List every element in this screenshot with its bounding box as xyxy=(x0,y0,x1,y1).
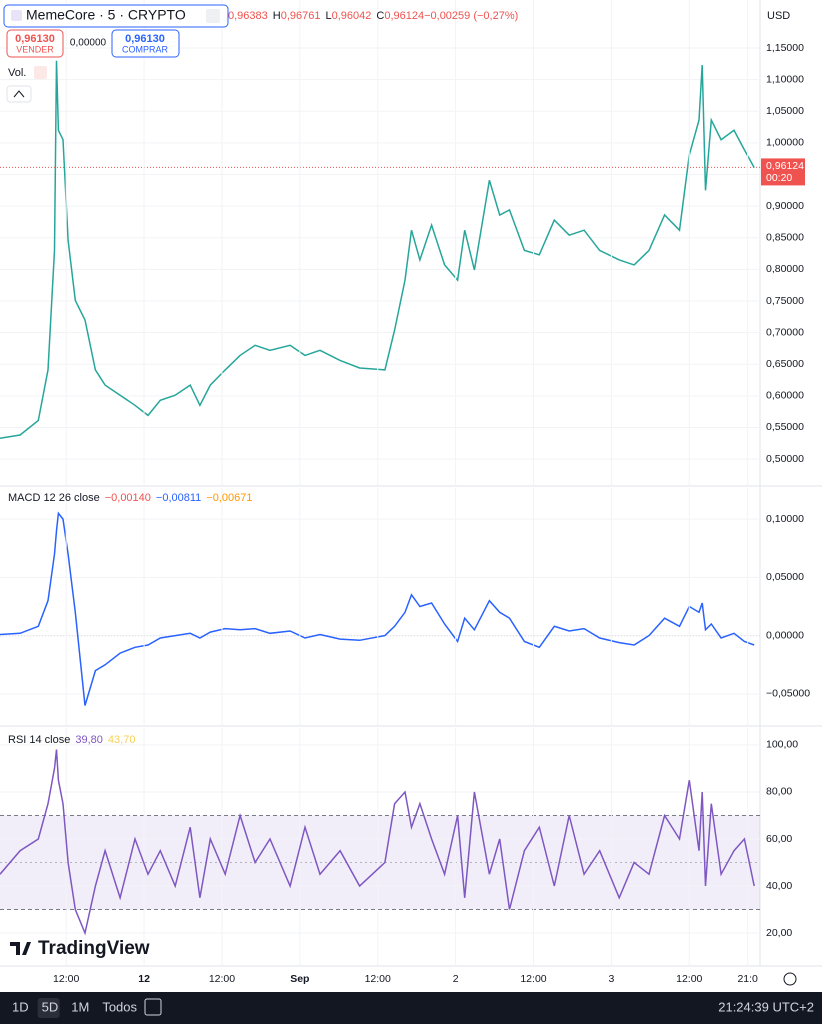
last-price-tag xyxy=(761,158,805,186)
indicator-title: RSI 14 close xyxy=(8,734,70,746)
indicator-value: −0,00811 xyxy=(156,492,201,504)
macd-legend: MACD 12 26 close −0,00140 −0,00811 −0,00671 xyxy=(8,492,252,504)
range-button[interactable]: 1M xyxy=(71,999,89,1014)
indicator-value: −0,00671 xyxy=(206,492,252,504)
indicator-value: −0,00140 xyxy=(105,492,151,504)
y-tick-label: 0,75000 xyxy=(766,295,804,307)
sell-price: 0,96130 xyxy=(15,33,55,45)
range-active xyxy=(37,998,60,1018)
y-tick-label: 0,80000 xyxy=(766,263,804,275)
series-line xyxy=(0,749,755,936)
x-tick-label: 3 xyxy=(608,973,614,985)
symbol-menu[interactable] xyxy=(206,9,220,23)
range-button[interactable]: 5D xyxy=(42,999,59,1014)
logo: TradingView xyxy=(38,938,150,959)
y-tick-label: 0,05000 xyxy=(766,571,804,583)
y-tick-label: 1,05000 xyxy=(766,105,804,117)
x-tick-label: 21:0 xyxy=(737,973,758,985)
series-line xyxy=(0,511,755,706)
ohlc-key: H xyxy=(273,10,281,22)
x-tick-label: 12 xyxy=(138,973,150,985)
ohlc-key: L xyxy=(325,10,331,22)
x-tick-label: 12:00 xyxy=(53,973,79,985)
x-tick-label: 12:00 xyxy=(365,973,391,985)
settings-icon[interactable] xyxy=(783,972,797,986)
spread: 0,00000 xyxy=(70,38,107,49)
x-tick-label: 2 xyxy=(453,973,459,985)
indicator-value: 43,70 xyxy=(108,734,136,746)
ohlc-value: 0,96042 xyxy=(332,10,372,22)
buy-label: COMPRAR xyxy=(122,44,169,54)
range-button[interactable]: Todos xyxy=(102,999,137,1014)
rsi-legend: RSI 14 close 39,80 43,70 xyxy=(8,734,135,746)
symbol-title: MemeCore · 5 · CRYPTO xyxy=(26,7,186,23)
ohlc-value: 0,96761 xyxy=(281,10,321,22)
y-tick-label: 100,00 xyxy=(766,739,798,751)
x-tick-label: 12:00 xyxy=(209,973,235,985)
volume-label: Vol. xyxy=(8,67,26,79)
symbol-box[interactable] xyxy=(3,4,229,28)
bottom-bar xyxy=(0,992,822,1024)
x-tick-label: 12:00 xyxy=(676,973,702,985)
y-tick-label: 20,00 xyxy=(766,927,792,939)
date-range-icon[interactable] xyxy=(144,998,162,1016)
x-tick-label: 12:00 xyxy=(520,973,546,985)
countdown: 00:20 xyxy=(766,172,792,184)
y-tick-label: 0,70000 xyxy=(766,326,804,338)
collapse-icon xyxy=(13,90,25,98)
collapse-button[interactable] xyxy=(6,85,32,103)
y-tick-label: 0,60000 xyxy=(766,390,804,402)
sell-label: VENDER xyxy=(16,44,54,54)
indicator-title: MACD 12 26 close xyxy=(8,492,100,504)
y-tick-label: 0,50000 xyxy=(766,453,804,465)
currency: USD xyxy=(767,10,790,22)
y-tick-label: 1,10000 xyxy=(766,73,804,85)
y-tick-label: 0,65000 xyxy=(766,358,804,370)
logo-mark xyxy=(10,942,31,955)
y-tick-label: 0,85000 xyxy=(766,232,804,244)
x-tick-label: Sep xyxy=(290,973,309,985)
indicator-value: 39,80 xyxy=(75,734,103,746)
last-price-label: 0,96124 xyxy=(766,160,804,172)
y-tick-label: −0,05000 xyxy=(766,688,810,700)
buy-button[interactable] xyxy=(111,29,180,58)
y-tick-label: 40,00 xyxy=(766,880,792,892)
plots: 0,50000 0,55000 0,60000 0,65000 0,70000 0,750… xyxy=(0,0,810,985)
series-line xyxy=(0,60,755,439)
y-tick-label: 0,10000 xyxy=(766,513,804,525)
ohlc-key: C xyxy=(376,10,384,22)
volume-warning[interactable] xyxy=(34,66,47,79)
y-tick-label: 0,55000 xyxy=(766,421,804,433)
sell-button[interactable] xyxy=(6,29,64,58)
symbol-icon xyxy=(11,10,22,21)
range-buttons: 1D 5D 1M Todos xyxy=(12,998,138,1018)
ohlc-value: 0,96383 xyxy=(228,10,268,22)
clock: 21:24:39 UTC+2 xyxy=(718,999,814,1014)
y-tick-label: 1,00000 xyxy=(766,137,804,149)
y-tick-label: 0,00000 xyxy=(766,629,804,641)
y-tick-label: 80,00 xyxy=(766,786,792,798)
range-button[interactable]: 1D xyxy=(12,999,29,1014)
y-tick-label: 1,15000 xyxy=(766,42,804,54)
ohlc-values: 0,96383 H0,96761 L0,96042 C0,96124−0,00259 … xyxy=(228,10,518,22)
ohlc-value: −0,00259 (−0,27%) xyxy=(424,10,518,22)
y-tick-label: 60,00 xyxy=(766,833,792,845)
y-tick-label: 0,90000 xyxy=(766,200,804,212)
buy-price: 0,96130 xyxy=(125,33,165,45)
ohlc-value: 0,96124 xyxy=(384,10,424,22)
